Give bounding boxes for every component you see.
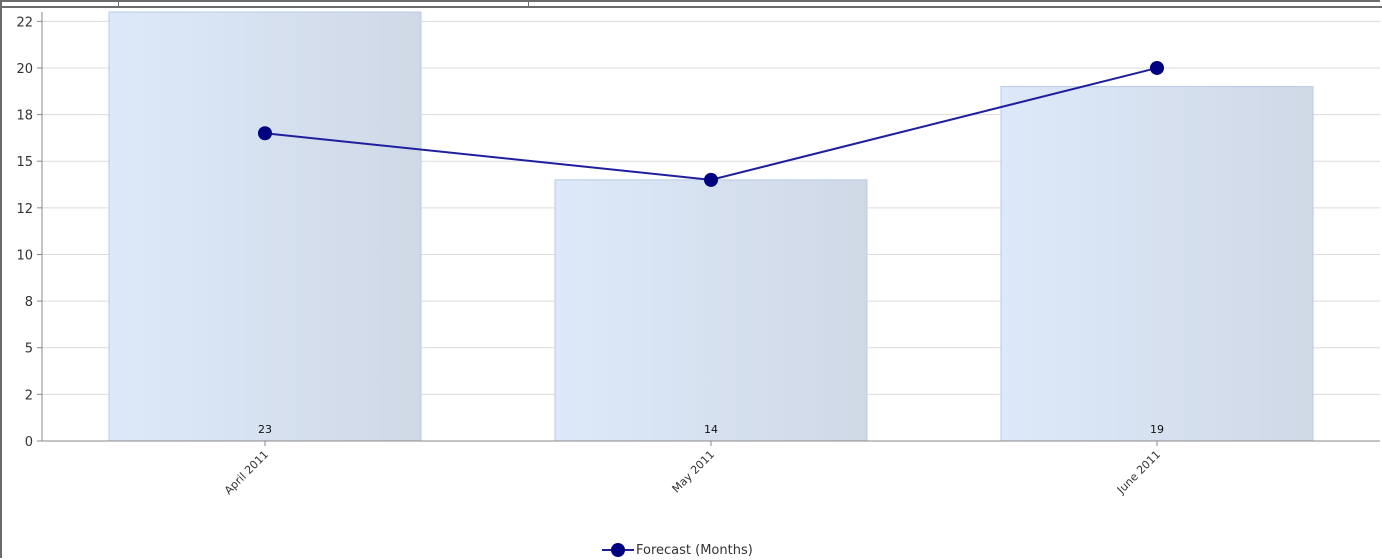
- y-tick-label: 18: [16, 109, 33, 124]
- forecast-point: [1150, 60, 1164, 75]
- bar: [108, 11, 422, 442]
- legend: Forecast (Months): [602, 541, 753, 559]
- top-strip: [0, 0, 1382, 8]
- axes: 0 2 5 8 10 12 15 18 20 22: [16, 12, 1380, 450]
- top-divider: [118, 0, 119, 8]
- y-tick-label: 20: [16, 62, 33, 77]
- bars: [108, 11, 1314, 442]
- forecast-line-layer: [258, 60, 1164, 187]
- y-tick-label: 0: [25, 435, 33, 450]
- bar: [554, 179, 868, 442]
- bar-value-label: 23: [258, 423, 272, 436]
- x-category-label: April 2011: [222, 448, 271, 497]
- y-tick-label: 5: [25, 342, 33, 357]
- forecast-point: [258, 126, 272, 141]
- y-tick-label: 2: [25, 388, 33, 403]
- top-divider: [528, 0, 529, 8]
- y-tick-label: 8: [25, 295, 33, 310]
- forecast-point: [704, 172, 718, 187]
- y-tick-label: 12: [16, 202, 33, 217]
- y-tick-label: 10: [16, 248, 33, 263]
- chart-svg: 0 2 5 8 10 12 15 18 20 22 23 April 2011 14 May 2011 1…: [16, 11, 1380, 497]
- legend-marker-icon: [602, 543, 634, 557]
- bar-value-label: 19: [1150, 423, 1164, 436]
- bar: [1000, 86, 1314, 442]
- bar-value-label: 14: [704, 423, 718, 436]
- x-category-label: May 2011: [670, 448, 718, 496]
- x-category-label: June 2011: [1114, 448, 1163, 497]
- y-tick-label: 22: [16, 15, 33, 30]
- legend-label: Forecast (Months): [636, 542, 753, 558]
- y-tick-label: 15: [16, 155, 33, 170]
